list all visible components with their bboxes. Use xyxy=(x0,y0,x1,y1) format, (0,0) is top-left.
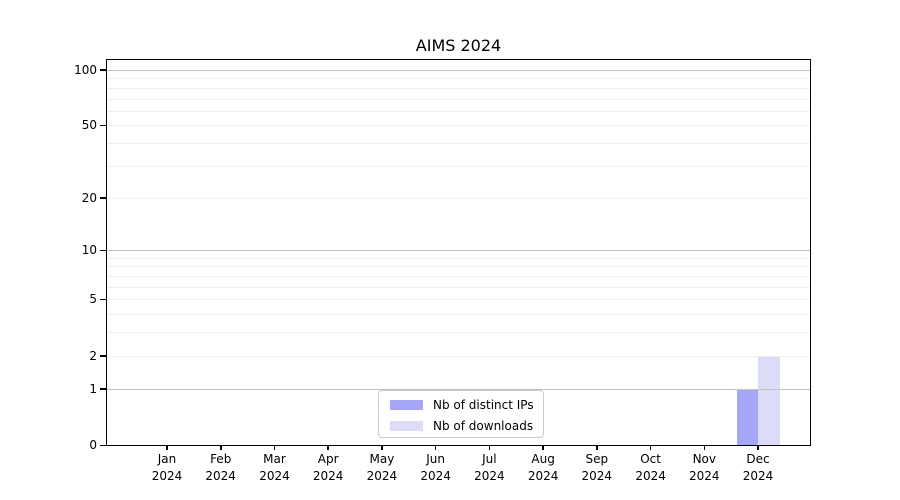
y-tick-label: 5 xyxy=(89,292,97,307)
minor-gridline xyxy=(107,110,810,112)
x-tick-label: Jan 2024 xyxy=(137,451,197,484)
year-label: 2024 xyxy=(527,468,559,483)
month-label: Jun xyxy=(426,452,445,466)
y-tick-label: 10 xyxy=(81,243,97,258)
x-tick-label: Apr 2024 xyxy=(298,451,358,484)
year-label: 2024 xyxy=(635,468,666,483)
x-tick-label: Sep 2024 xyxy=(567,451,627,484)
month-label: Mar xyxy=(263,452,286,466)
x-tick xyxy=(166,445,168,450)
year-label: 2024 xyxy=(474,468,505,483)
x-tick xyxy=(381,445,383,450)
x-tick-label: Aug 2024 xyxy=(513,451,573,484)
x-tick xyxy=(596,445,598,450)
y-tick-label: 20 xyxy=(81,190,97,205)
x-tick xyxy=(542,445,544,450)
minor-gridline xyxy=(107,197,810,199)
minor-gridline xyxy=(107,257,810,259)
y-tick-label: 0 xyxy=(89,438,97,452)
month-label: Jan xyxy=(157,452,177,466)
x-tick-label: Oct 2024 xyxy=(621,451,681,484)
month-label: Oct xyxy=(640,452,661,466)
year-label: 2024 xyxy=(689,468,720,483)
x-tick xyxy=(327,445,329,450)
month-label: Feb xyxy=(210,452,232,466)
year-label: 2024 xyxy=(259,468,290,483)
legend-item: Nb of downloads xyxy=(379,415,543,436)
month-label: Nov xyxy=(692,452,716,466)
x-tick xyxy=(757,445,759,450)
minor-gridline xyxy=(107,332,810,334)
y-tick xyxy=(100,249,106,252)
legend-label: Nb of downloads xyxy=(433,418,534,433)
month-label: Apr xyxy=(317,452,339,466)
legend-swatch xyxy=(390,420,423,431)
legend-item: Nb of distinct IPs xyxy=(379,394,543,415)
month-label: Jul xyxy=(482,452,497,466)
minor-gridline xyxy=(107,266,810,268)
legend-swatch xyxy=(390,399,423,410)
year-label: 2024 xyxy=(151,468,183,483)
y-tick-label: 2 xyxy=(89,348,97,363)
month-label: Dec xyxy=(746,452,770,466)
minor-gridline xyxy=(107,87,810,89)
y-tick xyxy=(100,69,106,71)
minor-gridline xyxy=(107,165,810,167)
x-tick-label: Feb 2024 xyxy=(191,451,251,484)
plot-area xyxy=(106,59,811,446)
y-tick-label: 50 xyxy=(81,118,97,133)
y-tick xyxy=(100,124,106,127)
minor-gridline xyxy=(107,143,810,145)
minor-gridline xyxy=(107,299,810,301)
y-tick xyxy=(100,444,106,446)
y-tick-label: 1 xyxy=(89,381,97,396)
bar-distinct-ips xyxy=(736,388,759,445)
year-label: 2024 xyxy=(312,468,344,483)
x-tick xyxy=(434,445,437,450)
bar-downloads xyxy=(758,355,780,445)
minor-gridline xyxy=(107,78,810,80)
major-gridline xyxy=(107,69,810,71)
major-gridline xyxy=(107,388,810,390)
chart-title: AIMS 2024 xyxy=(415,36,502,55)
month-label: May xyxy=(369,452,395,466)
year-label: 2024 xyxy=(581,468,613,483)
x-tick-label: May 2024 xyxy=(352,451,412,484)
month-label: Aug xyxy=(531,452,555,466)
legend-label: Nb of distinct IPs xyxy=(433,397,534,412)
x-tick xyxy=(703,445,705,450)
y-tick xyxy=(100,388,106,390)
x-tick-label: Mar 2024 xyxy=(245,451,305,484)
year-label: 2024 xyxy=(742,468,774,483)
x-tick-label: Dec 2024 xyxy=(728,451,788,484)
major-gridline xyxy=(107,250,810,252)
year-label: 2024 xyxy=(420,468,451,483)
minor-gridline xyxy=(107,276,810,277)
x-tick-label: Jun 2024 xyxy=(406,451,466,484)
y-tick xyxy=(100,355,106,357)
x-tick xyxy=(273,445,276,450)
minor-gridline xyxy=(107,286,810,288)
x-tick xyxy=(649,445,652,450)
month-label: Sep xyxy=(585,452,609,466)
x-tick xyxy=(488,445,491,450)
y-tick xyxy=(100,298,106,301)
y-tick xyxy=(100,197,106,199)
x-tick-label: Jul 2024 xyxy=(459,451,519,484)
x-tick xyxy=(220,445,222,450)
minor-gridline xyxy=(107,355,810,357)
x-tick-label: Nov 2024 xyxy=(674,451,734,484)
minor-gridline xyxy=(107,98,810,100)
year-label: 2024 xyxy=(205,468,236,483)
year-label: 2024 xyxy=(366,468,398,483)
legend-box: Nb of distinct IPs Nb of downloads xyxy=(378,390,544,438)
minor-gridline xyxy=(107,125,810,127)
minor-gridline xyxy=(107,314,810,316)
y-tick-label: 100 xyxy=(74,62,97,77)
